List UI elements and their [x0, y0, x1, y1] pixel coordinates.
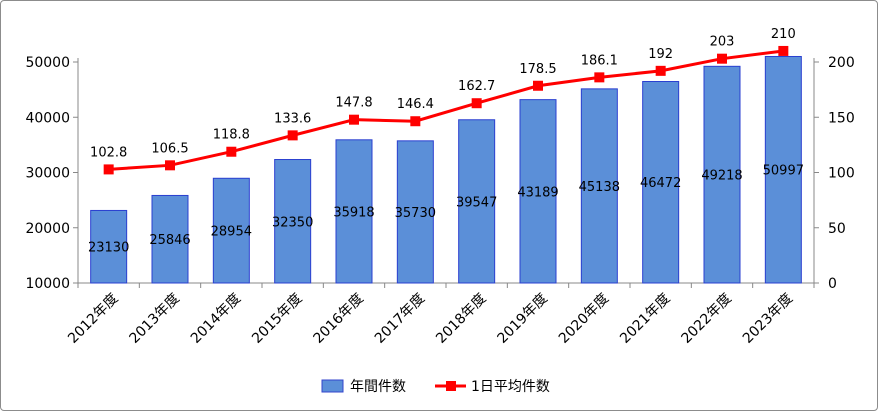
bar [274, 159, 312, 284]
bar-data-label: 35730 [395, 206, 436, 221]
y-right-tick-label: 150 [828, 110, 855, 126]
line-marker [471, 98, 482, 109]
line-data-label: 178.5 [519, 62, 556, 77]
bar-data-label: 45138 [579, 180, 620, 195]
bar-data-label: 32350 [272, 215, 313, 230]
x-tick-label: 2023年度 [740, 291, 796, 347]
line-marker [103, 164, 114, 175]
axes: 10000 20000 30000 40000 50000 0 50 100 150 200 [25, 55, 854, 292]
line-data-label: 147.8 [335, 96, 372, 111]
x-tick-label: 2017年度 [372, 291, 428, 347]
bar [151, 194, 189, 284]
bar [90, 209, 128, 284]
bar [703, 65, 741, 284]
bar-data-label: 43189 [517, 185, 558, 200]
x-tick-label: 2013年度 [127, 291, 183, 347]
line-data-label: 192 [648, 47, 673, 62]
bar-data-label: 49218 [701, 169, 742, 184]
legend-swatch-bars [321, 379, 344, 393]
y-right-tick-label: 100 [828, 166, 855, 182]
bar-data-label: 35918 [333, 205, 374, 220]
legend-marker-swatch [446, 381, 456, 391]
bar [764, 55, 802, 284]
bar [335, 139, 373, 284]
x-tick-label: 2019年度 [495, 291, 551, 347]
x-tick-label: 2012年度 [65, 291, 121, 347]
x-tick-label: 2018年度 [433, 291, 489, 347]
x-tick-label: 2016年度 [311, 291, 367, 347]
bar-data-label: 39547 [456, 195, 497, 210]
bar-data-label: 25846 [149, 233, 190, 248]
line-marker [287, 130, 298, 141]
y-right-tick-label: 0 [828, 276, 837, 292]
line-data-label: 203 [710, 35, 735, 50]
legend-label-bars: 年間件数 [350, 379, 406, 395]
legend: 年間件数 1日平均件数 [321, 379, 550, 395]
line-marker [655, 65, 666, 76]
legend-label-line: 1日平均件数 [471, 379, 550, 395]
bar-data-label: 28954 [211, 225, 252, 240]
bar-series [90, 55, 802, 284]
x-tick-label: 2020年度 [556, 291, 612, 347]
bar [396, 140, 434, 284]
bar [458, 119, 496, 284]
bar-data-labels: 23130 25846 28954 32350 35918 35730 39547 43189… [88, 164, 804, 256]
y-right-tick-label: 200 [828, 55, 855, 71]
x-tick-label: 2014年度 [188, 291, 244, 347]
line-data-label: 146.4 [397, 97, 434, 112]
bar [642, 80, 680, 284]
line-data-label: 210 [771, 27, 796, 42]
y-left-tick-label: 40000 [25, 110, 70, 126]
y-left-tick-label: 10000 [25, 276, 70, 292]
bar [580, 88, 618, 284]
line-data-label: 133.6 [274, 111, 311, 126]
line-marker [594, 72, 605, 83]
x-tick-label: 2015年度 [249, 291, 305, 347]
line-data-labels: 102.8 106.5 118.8 133.6 147.8 146.4 162.7 178.5… [90, 27, 796, 160]
category-tick-labels: 2012年度 2013年度 2014年度 2015年度 2016年度 2017年度 2018… [65, 291, 796, 347]
line-data-label: 118.8 [213, 128, 250, 143]
line-data-label: 102.8 [90, 145, 127, 160]
y-left-tick-label: 50000 [25, 55, 70, 71]
line-marker [717, 53, 727, 64]
series-line [108, 49, 784, 171]
line-marker [778, 45, 789, 56]
line-marker [410, 116, 421, 127]
y-left-tick-label: 20000 [25, 221, 70, 237]
line-series [103, 45, 789, 175]
line-marker [165, 160, 175, 171]
bar [212, 177, 250, 284]
x-tick-label: 2022年度 [679, 291, 735, 347]
line-data-label: 162.7 [458, 79, 495, 94]
line-data-label: 186.1 [581, 53, 618, 68]
bar-data-label: 46472 [640, 176, 681, 191]
x-tick-label: 2021年度 [617, 291, 673, 347]
line-marker [349, 114, 359, 125]
line-data-label: 106.5 [151, 141, 188, 156]
bar [519, 99, 557, 284]
bar-data-label: 23130 [88, 241, 129, 256]
y-right-tick-label: 50 [828, 221, 846, 237]
line-marker [533, 80, 543, 91]
line-marker [226, 146, 237, 157]
bar-data-label: 50997 [763, 164, 804, 179]
y-left-tick-label: 30000 [25, 166, 70, 182]
